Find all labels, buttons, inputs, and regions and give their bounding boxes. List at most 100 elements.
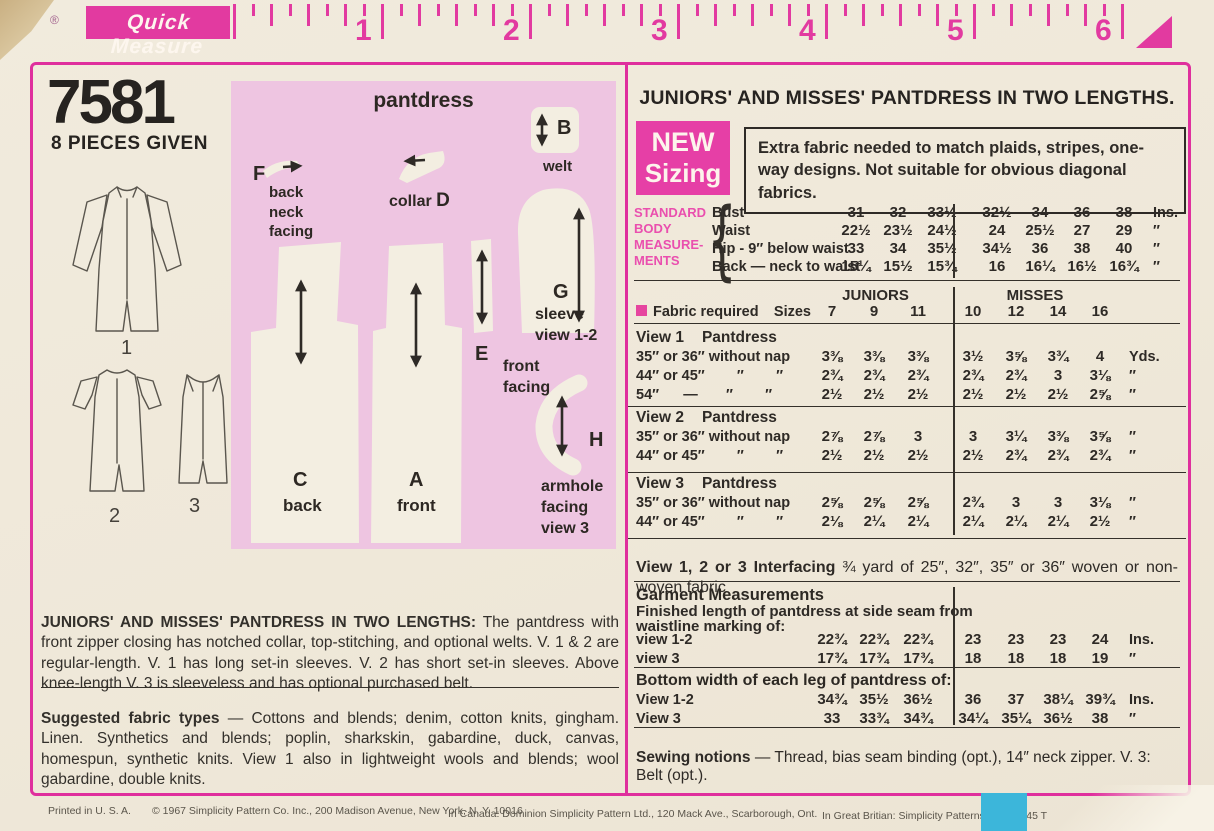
- juniors-value: 3⅜: [821, 348, 843, 365]
- misses-value: 3: [1053, 367, 1063, 384]
- garment-measurements-heading: Garment Measurements: [636, 586, 824, 604]
- fabric-required-table: View 1 Pantdress 35″ or 36″ without nap 3⅜ 3…: [628, 327, 1186, 539]
- ruler-tick: [492, 4, 496, 26]
- view3-label: 3: [189, 495, 201, 517]
- juniors-value: 2⅞: [821, 428, 843, 445]
- juniors-value: 2¼: [863, 513, 885, 530]
- ruler-tick: [1010, 4, 1014, 26]
- unit-label: ″: [1129, 651, 1136, 667]
- size-group-headers: JUNIORS MISSES: [628, 287, 1186, 304]
- view1-sketch: [72, 186, 182, 332]
- ruler-number: 3: [651, 14, 668, 47]
- unit-label: ″: [1153, 223, 1160, 239]
- ruler-number: 2: [503, 14, 520, 47]
- unit-label: Ins.: [1129, 632, 1154, 648]
- juniors-value: 34¾: [903, 710, 933, 727]
- interfacing-note: View 1, 2 or 3 Interfacing ¾ yard of 25″…: [636, 559, 1178, 597]
- ruler-tick: [677, 4, 681, 39]
- row-label: view 1-2: [636, 632, 693, 648]
- misses-value: 2½: [962, 386, 984, 403]
- ruler-tick: [566, 4, 570, 26]
- fabric-section-title: View 3 Pantdress: [636, 475, 777, 492]
- misses-value: 16¼: [1025, 258, 1055, 275]
- juniors-value: 2½: [821, 386, 843, 403]
- misses-value: 2⅝: [1089, 386, 1111, 403]
- misses-value: 3: [968, 428, 978, 445]
- pieces-given: 8 PIECES GIVEN: [51, 133, 208, 154]
- juniors-value: 33¾: [859, 710, 889, 727]
- piece-b-letter: B: [557, 117, 572, 139]
- junior-size: 11: [910, 303, 926, 320]
- unit-label: ″: [1129, 429, 1136, 445]
- brace-glyph: {: [707, 190, 737, 291]
- ruler-tick: [880, 4, 884, 16]
- piece-a-label: front: [397, 496, 436, 515]
- unit-label: ″: [1129, 387, 1136, 403]
- juniors-value: 17¾: [817, 650, 847, 667]
- fabric-section: View 2 Pantdress 35″ or 36″ without nap 2⅞ 2…: [628, 407, 1186, 473]
- juniors-value: 3⅜: [907, 348, 929, 365]
- view2-label: 2: [109, 505, 121, 527]
- juniors-value: 23½: [883, 222, 913, 239]
- piece-a-letter: A: [409, 469, 424, 491]
- misses-value: 2¼: [1047, 513, 1069, 530]
- unit-label: ″: [1129, 514, 1136, 530]
- ruler-tick: [1047, 4, 1051, 26]
- juniors-value: 2½: [863, 386, 885, 403]
- misses-value: 38: [1091, 710, 1109, 727]
- table-row: view 1-2 22¾ 22¾ 22¾ 23 23 23 24 Ins.: [628, 631, 1186, 650]
- juniors-value: 2¾: [863, 367, 885, 384]
- misses-value: 3⅛: [1089, 494, 1111, 511]
- piece-e-label: front facing: [503, 358, 551, 396]
- ruler-tick: [529, 4, 533, 39]
- junior-size: 9: [869, 303, 879, 320]
- juniors-value: 15½: [883, 258, 913, 275]
- misses-value: 23: [964, 631, 982, 648]
- juniors-value: 15¼: [841, 258, 871, 275]
- sewing-notions: Sewing notions — Thread, bias seam bindi…: [636, 748, 1151, 784]
- body-measurements-rows: Bust 31 32 33½ 32½ 34 36 38 Ins. Waist 22½ 23½ 24½ 24…: [628, 204, 1186, 276]
- juniors-value: 2¾: [821, 367, 843, 384]
- fabric-section: View 3 Pantdress 35″ or 36″ without nap 2⅝ 2…: [628, 473, 1186, 539]
- bottom-right-fold: [994, 785, 1214, 831]
- misses-size: 14: [1049, 303, 1067, 320]
- pattern-number: 7581: [47, 68, 176, 137]
- misses-value: 2½: [1089, 513, 1111, 530]
- ruler-tick: [1084, 4, 1088, 26]
- garment-sub1: Finished length of pantdress at side sea…: [636, 603, 973, 620]
- misses-value: 3⅜: [1047, 428, 1069, 445]
- table-row: 35″ or 36″ without nap 2⅞ 2⅞ 3 3 3¼ 3⅜ 3⅝ ″: [628, 428, 1186, 447]
- unit-label: ″: [1153, 241, 1160, 257]
- ruler-tick: [640, 4, 644, 26]
- misses-value: 3⅛: [1089, 367, 1111, 384]
- misses-value: 18: [964, 650, 982, 667]
- misses-value: 2¾: [1005, 447, 1027, 464]
- quick-measure-badge: Quick Measure: [86, 6, 230, 58]
- canada-line: In Canada: Dominion Simplicity Pattern L…: [448, 808, 818, 820]
- juniors-value: 2⅞: [863, 428, 885, 445]
- fabric-section-title: View 2 Pantdress: [636, 409, 777, 426]
- bottom-width-heading: Bottom width of each leg of pantdress of…: [636, 672, 952, 689]
- table-divider: [953, 287, 955, 535]
- table-row: View 1-2 34¾ 35½ 36½ 36 37 38¼ 39¾ Ins.: [628, 691, 1186, 710]
- misses-value: 16¾: [1109, 258, 1139, 275]
- rule-line: [634, 280, 1180, 281]
- juniors-value: 22¾: [903, 631, 933, 648]
- pattern-pieces-drawing: [251, 107, 595, 543]
- juniors-value: 3⅜: [863, 348, 885, 365]
- panel-title: pantdress: [373, 89, 474, 112]
- rule-line: [634, 323, 1180, 324]
- fabric-section: View 1 Pantdress 35″ or 36″ without nap 3⅜ 3…: [628, 327, 1186, 407]
- table-row: Waist 22½ 23½ 24½ 24 25½ 27 29 ″: [628, 222, 1186, 240]
- misses-value: 2½: [1005, 386, 1027, 403]
- juniors-value: 22¾: [859, 631, 889, 648]
- piece-g-letter: G: [553, 281, 569, 303]
- misses-value: 36: [1031, 240, 1049, 257]
- juniors-value: 2½: [821, 447, 843, 464]
- row-label: 44″ or 45″ ″ ″: [636, 514, 784, 530]
- misses-value: 34: [1031, 204, 1049, 221]
- ruler-tick: [603, 4, 607, 26]
- ruler: 1 2 3 4 5 6: [233, 4, 1172, 52]
- ruler-tick: [381, 4, 385, 39]
- ruler-tick: [621, 4, 625, 16]
